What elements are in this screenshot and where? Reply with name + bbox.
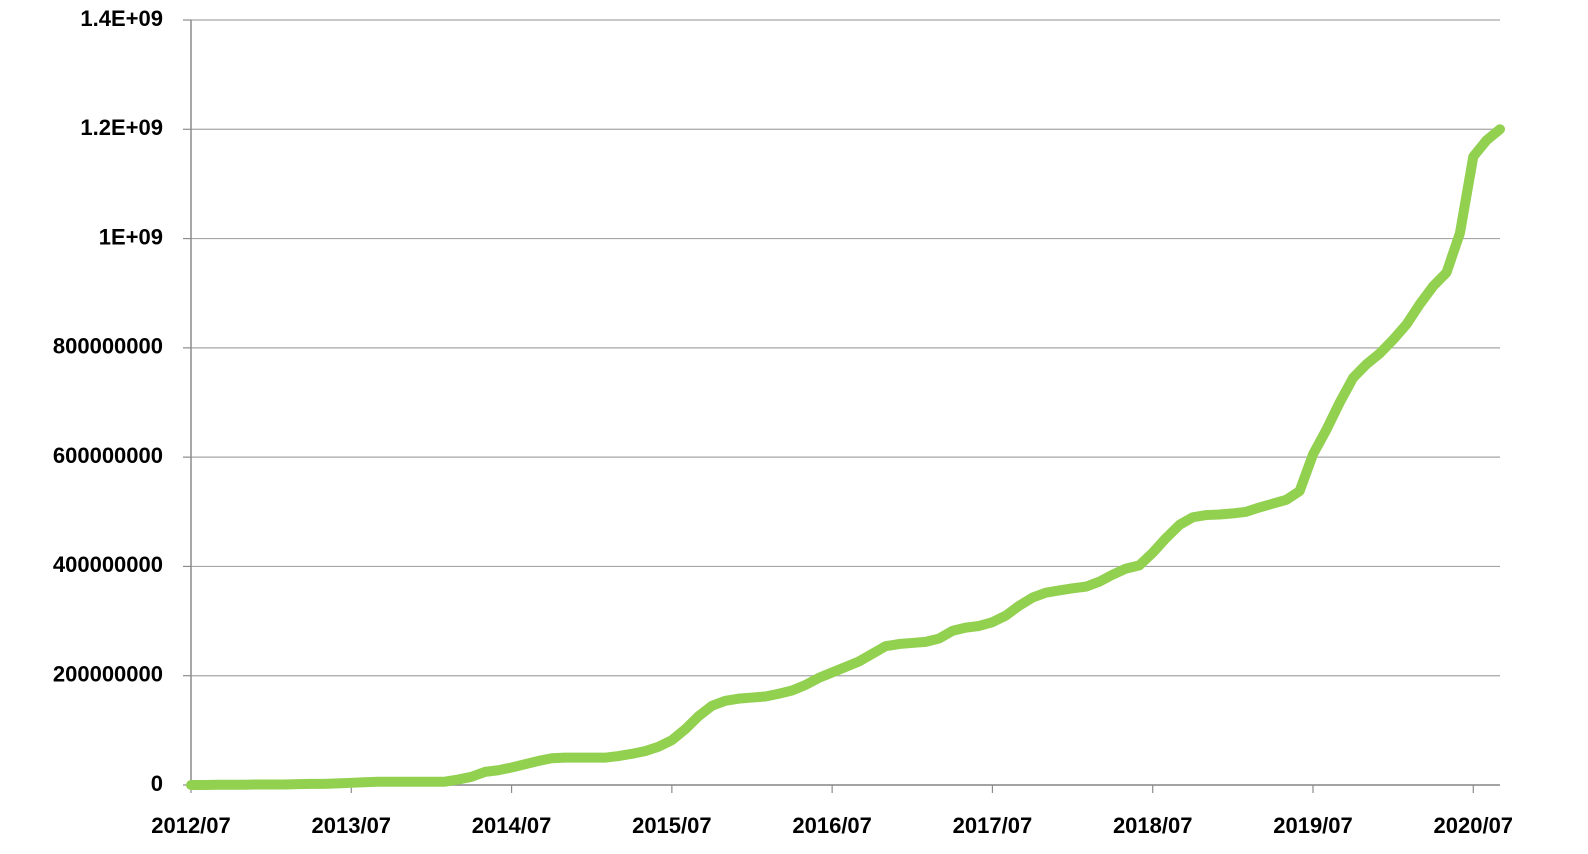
data-line xyxy=(186,124,1505,790)
y-tick-label: 1E+09 xyxy=(99,224,163,249)
y-tick-label: 400000000 xyxy=(53,552,163,577)
x-tick-label: 2020/07 xyxy=(1434,813,1514,838)
x-tick-label: 2013/07 xyxy=(312,813,392,838)
x-tick-label: 2012/07 xyxy=(151,813,231,838)
x-tick-label: 2014/07 xyxy=(472,813,552,838)
x-tick-label: 2018/07 xyxy=(1113,813,1193,838)
y-tick-label: 1.2E+09 xyxy=(80,115,163,140)
x-tick-label: 2019/07 xyxy=(1273,813,1353,838)
y-tick-label: 0 xyxy=(151,771,163,796)
y-tick-label: 600000000 xyxy=(53,443,163,468)
y-tick-label: 800000000 xyxy=(53,334,163,359)
x-tick-label: 2016/07 xyxy=(792,813,872,838)
x-tick-label: 2017/07 xyxy=(953,813,1033,838)
y-tick-label: 1.4E+09 xyxy=(80,6,163,31)
x-tick-label: 2015/07 xyxy=(632,813,712,838)
y-tick-label: 200000000 xyxy=(53,662,163,687)
